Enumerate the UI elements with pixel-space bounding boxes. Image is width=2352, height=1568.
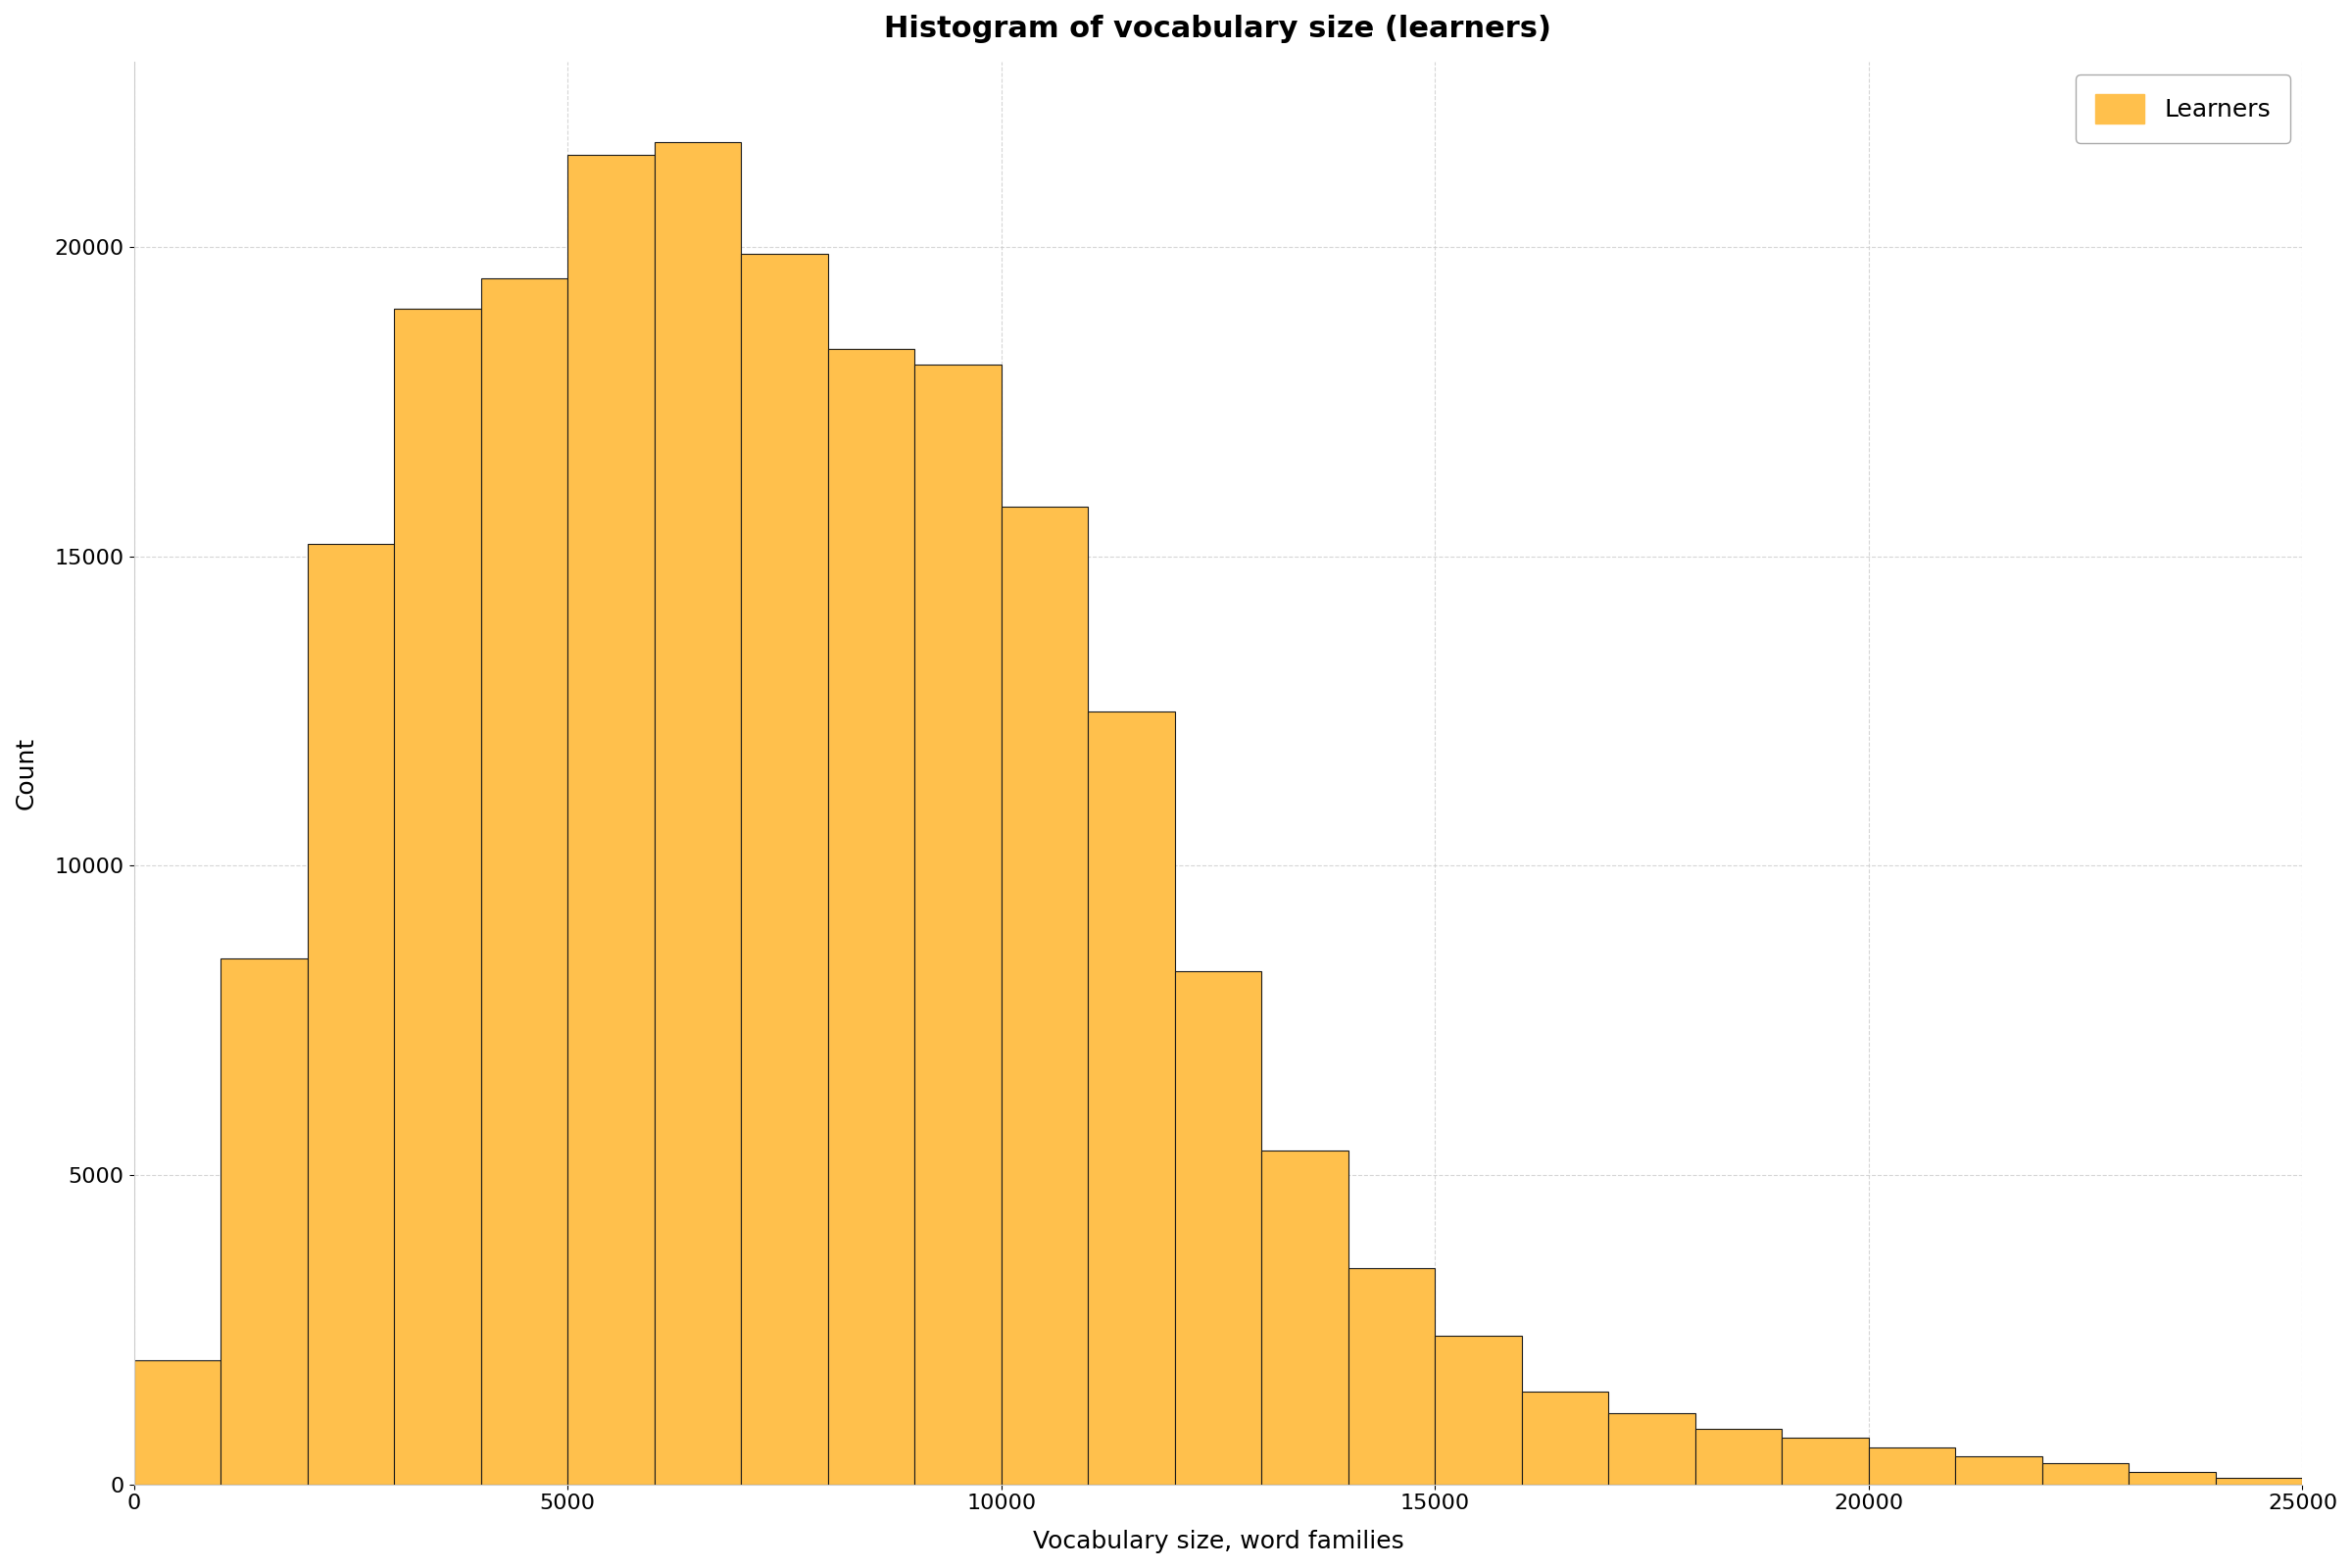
Bar [2042, 1463, 2129, 1485]
Bar [828, 350, 915, 1485]
Bar [1089, 712, 1174, 1485]
Bar [1870, 1447, 1955, 1485]
Bar [654, 143, 741, 1485]
Bar [741, 254, 828, 1485]
Bar [480, 278, 567, 1485]
Y-axis label: Count: Count [14, 737, 38, 809]
Bar [567, 155, 654, 1485]
Title: Histogram of vocabulary size (learners): Histogram of vocabulary size (learners) [884, 14, 1552, 42]
Bar [2216, 1479, 2303, 1485]
Bar [1783, 1438, 1870, 1485]
Bar [308, 544, 395, 1485]
Bar [1435, 1336, 1522, 1485]
Bar [1955, 1457, 2042, 1485]
Bar [395, 309, 480, 1485]
Bar [1261, 1151, 1348, 1485]
X-axis label: Vocabulary size, word families: Vocabulary size, word families [1033, 1530, 1404, 1554]
Bar [221, 958, 308, 1485]
Bar [1696, 1428, 1783, 1485]
Bar [2129, 1472, 2216, 1485]
Bar [1348, 1269, 1435, 1485]
Bar [1609, 1413, 1696, 1485]
Bar [1002, 506, 1089, 1485]
Legend: Learners: Learners [2077, 74, 2291, 143]
Bar [915, 365, 1002, 1485]
Bar [1174, 971, 1261, 1485]
Bar [1522, 1391, 1609, 1485]
Bar [134, 1361, 221, 1485]
